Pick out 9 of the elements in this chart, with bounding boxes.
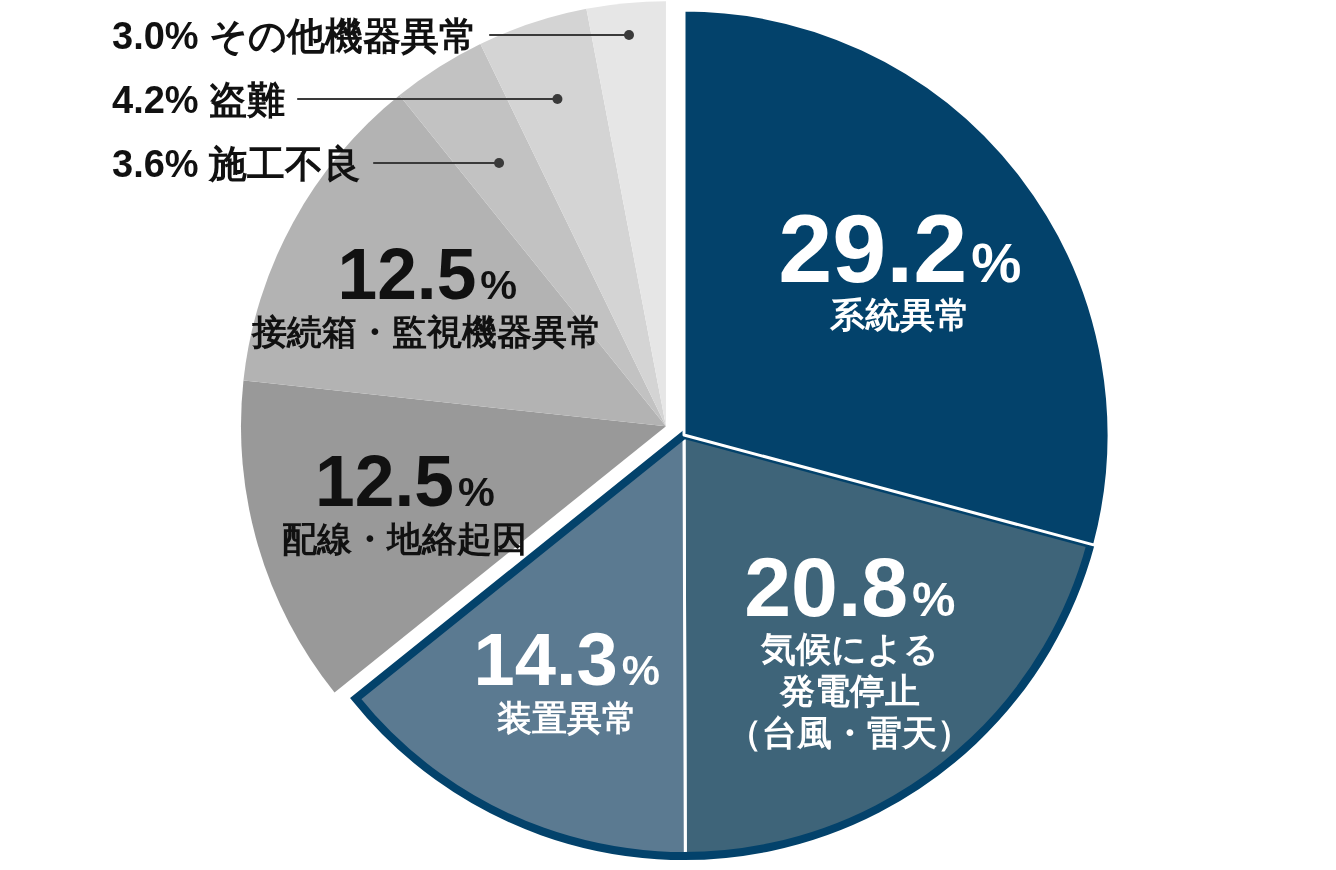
slice-label: 配線・地絡起因	[282, 518, 528, 558]
data-label: 3.6%	[112, 142, 199, 185]
data-label: 3.0%	[112, 14, 199, 57]
slice-label: 気候による発電停止（台風・雷天）	[727, 629, 973, 753]
data-label: 12.5%	[315, 440, 495, 521]
data-label: 4.2%	[112, 78, 199, 121]
slice-label: 施工不良	[198, 142, 362, 185]
slice-label: 盗難	[198, 78, 286, 121]
slice-label: その他機器異常	[198, 14, 478, 57]
